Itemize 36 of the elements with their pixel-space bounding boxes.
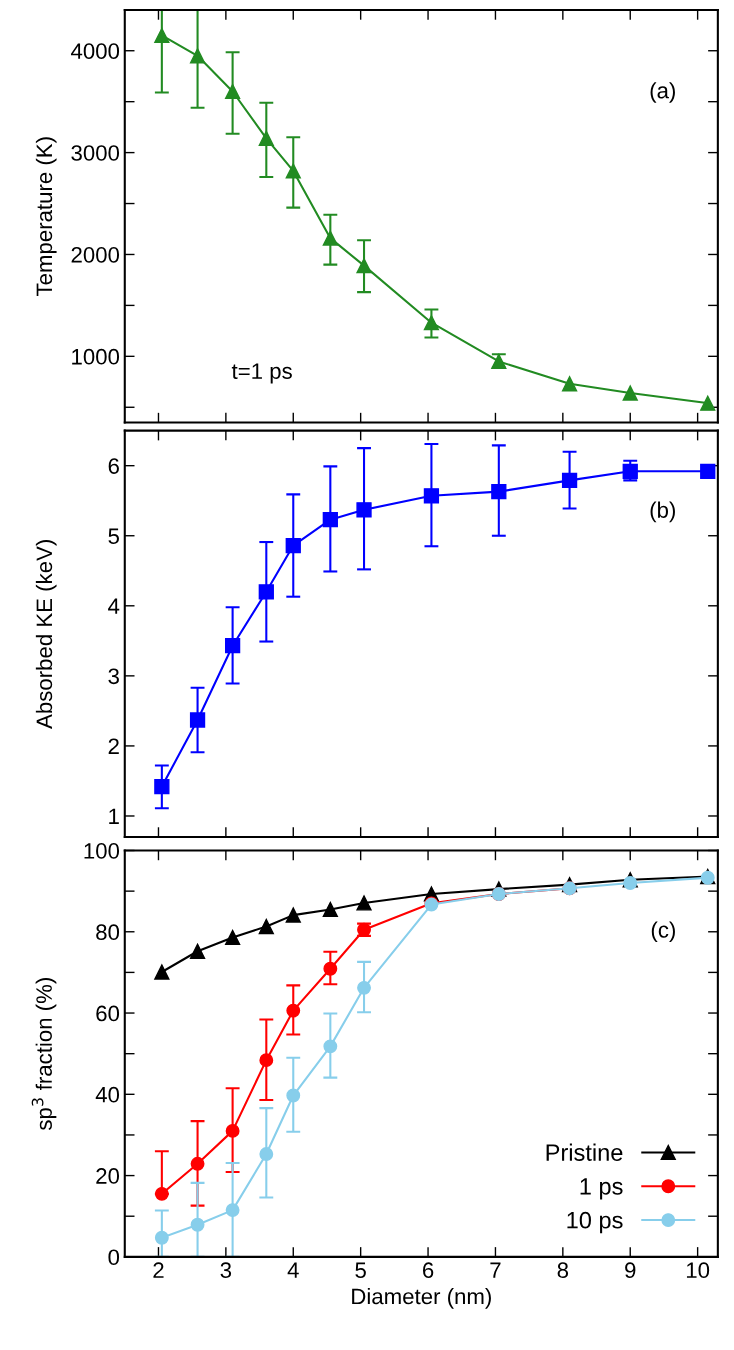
y-tick-label: 2000	[71, 247, 120, 263]
y-tick-label: 0	[108, 1249, 120, 1266]
y-tick-label: 80	[96, 924, 120, 941]
annotation: (a)	[650, 82, 675, 103]
y-tick-label: 40	[95, 1086, 120, 1103]
y-tick-label: 1	[109, 808, 119, 825]
legend-label: Pristine	[546, 1143, 623, 1161]
y-tick-label: 4	[108, 598, 120, 614]
x-tick-label: 3	[220, 1262, 232, 1279]
x-tick-label: 6	[423, 1262, 434, 1279]
y-axis-title: sp$^{3}$ fraction (%)	[31, 978, 57, 1131]
x-tick-label: 2	[153, 1262, 164, 1278]
x-tick-label: 10	[686, 1262, 710, 1279]
x-tick-label: 9	[625, 1262, 636, 1279]
y-tick-label: 1000	[72, 348, 120, 365]
y-tick-label: 3000	[71, 145, 120, 161]
annotation: t=1 ps	[231, 363, 292, 384]
y-axis-title: Temperature (K)	[35, 137, 57, 297]
y-tick-label: 20	[96, 1168, 120, 1184]
y-axis-title: Absorbed KE (keV)	[35, 540, 57, 729]
legend-label: 10 ps	[567, 1211, 623, 1234]
y-tick-label: 100	[84, 843, 120, 859]
x-tick-label: 8	[557, 1262, 569, 1279]
y-tick-label: 3	[108, 668, 119, 685]
y-tick-label: 4000	[71, 43, 120, 60]
annotation: (b)	[650, 501, 675, 523]
x-tick-label: 7	[490, 1262, 501, 1278]
legend-label: 1 ps	[580, 1178, 623, 1200]
x-tick-label: 5	[355, 1262, 366, 1279]
y-tick-label: 2	[108, 738, 119, 754]
y-tick-label: 6	[108, 458, 119, 474]
y-tick-label: 60	[96, 1005, 120, 1022]
x-tick-label: 4	[287, 1262, 299, 1278]
annotation: (c)	[651, 921, 675, 943]
y-tick-label: 5	[108, 528, 119, 545]
x-axis-title: Diameter (nm)	[352, 1287, 491, 1309]
